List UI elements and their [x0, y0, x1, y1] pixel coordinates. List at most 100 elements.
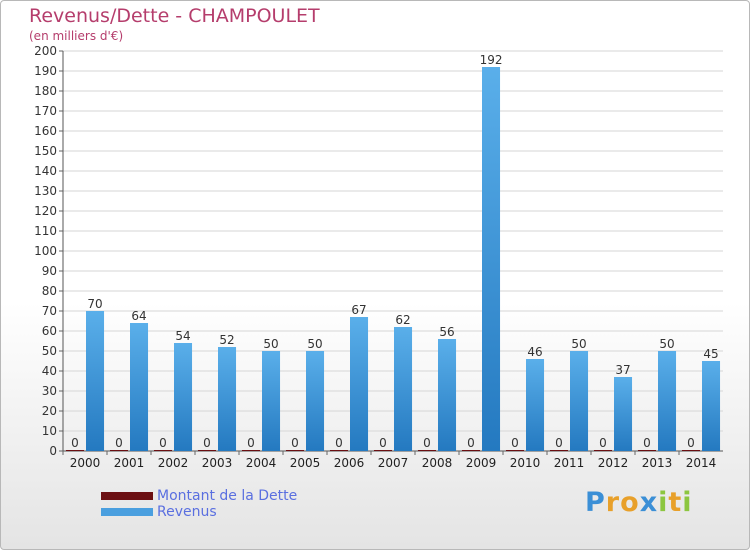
logo-letter: P: [585, 487, 606, 518]
legend: Montant de la Dette Revenus: [101, 488, 297, 520]
dette-bar: [505, 450, 524, 451]
y-tick-label: 140: [34, 164, 57, 178]
legend-item-revenus: Revenus: [101, 504, 297, 520]
dette-bar: [153, 450, 172, 451]
x-tick-label: 2012: [598, 456, 629, 470]
dette-bar: [285, 450, 304, 451]
logo-letter: o: [620, 487, 640, 518]
dette-bar: [593, 450, 612, 451]
revenus-data-label: 50: [659, 337, 674, 351]
y-tick-label: 160: [34, 124, 57, 138]
revenus-data-label: 62: [395, 313, 410, 327]
dette-data-label: 0: [643, 436, 651, 450]
y-tick-label: 30: [42, 384, 57, 398]
y-tick-label: 40: [42, 364, 57, 378]
legend-swatch-revenus: [101, 508, 153, 516]
y-tick-label: 170: [34, 104, 57, 118]
revenus-data-label: 64: [131, 309, 146, 323]
x-tick-label: 2011: [554, 456, 585, 470]
dette-bar: [549, 450, 568, 451]
x-tick-label: 2005: [290, 456, 321, 470]
revenus-data-label: 67: [351, 303, 366, 317]
revenus-data-label: 50: [263, 337, 278, 351]
x-tick-label: 2014: [686, 456, 717, 470]
grid-layer: [63, 50, 723, 432]
revenus-data-label: 54: [175, 329, 190, 343]
revenus-data-label: 50: [571, 337, 586, 351]
x-tick-label: 2007: [378, 456, 409, 470]
x-tick-label: 2004: [246, 456, 277, 470]
legend-label-dette: Montant de la Dette: [157, 488, 298, 504]
revenus-bar: [306, 351, 325, 451]
dette-data-label: 0: [291, 436, 299, 450]
revenus-data-label: 52: [219, 333, 234, 347]
dette-data-label: 0: [203, 436, 211, 450]
dette-bar: [65, 450, 84, 451]
revenus-bar: [86, 311, 105, 451]
y-tick-label: 70: [42, 304, 57, 318]
dette-data-label: 0: [247, 436, 255, 450]
dette-bar: [417, 450, 436, 451]
revenus-data-label: 50: [307, 337, 322, 351]
legend-label-revenus: Revenus: [157, 504, 217, 520]
y-tick-label: 80: [42, 284, 57, 298]
dette-bar: [329, 450, 348, 451]
x-tick-label: 2008: [422, 456, 453, 470]
x-tick-label: 2002: [158, 456, 189, 470]
y-tick-label: 190: [34, 64, 57, 78]
dette-data-label: 0: [115, 436, 123, 450]
x-tick-label: 2003: [202, 456, 233, 470]
dette-data-label: 0: [687, 436, 695, 450]
dette-bar: [241, 450, 260, 451]
revenus-data-label: 70: [87, 297, 102, 311]
dette-data-label: 0: [599, 436, 607, 450]
legend-swatch-dette: [101, 492, 153, 500]
revenus-bar: [174, 343, 193, 451]
logo-letter: r: [605, 487, 621, 518]
revenus-data-label: 192: [480, 53, 503, 67]
chart-subtitle: (en milliers d'€): [29, 29, 124, 43]
dette-data-label: 0: [555, 436, 563, 450]
dette-data-label: 0: [467, 436, 475, 450]
y-tick-label: 180: [34, 84, 57, 98]
dette-data-label: 0: [335, 436, 343, 450]
dette-bar: [373, 450, 392, 451]
dette-data-label: 0: [379, 436, 387, 450]
x-tick-label: 2013: [642, 456, 673, 470]
revenus-data-label: 46: [527, 345, 542, 359]
revenus-bar: [482, 67, 501, 451]
y-tick-label: 120: [34, 204, 57, 218]
dette-data-label: 0: [423, 436, 431, 450]
revenus-data-label: 56: [439, 325, 454, 339]
legend-item-dette: Montant de la Dette: [101, 488, 297, 504]
x-tick-label: 2000: [70, 456, 101, 470]
proxiti-logo: Proxiti: [585, 487, 693, 518]
revenus-bar: [614, 377, 633, 451]
y-tick-label: 200: [34, 44, 57, 58]
bars-layer: [65, 67, 721, 451]
revenus-bar: [702, 361, 721, 451]
y-tick-label: 60: [42, 324, 57, 338]
x-tick-label: 2006: [334, 456, 365, 470]
logo-letter: i: [658, 487, 669, 518]
revenus-bar: [526, 359, 545, 451]
revenus-bar: [262, 351, 281, 451]
y-tick-label: 110: [34, 224, 57, 238]
x-tick-label: 2009: [466, 456, 497, 470]
data-labels-layer: 0 70 0 64 0 54 0 52 0 50 0 50 0 67 0 62 0 56 0 192 0 46 0 50 0 37…: [71, 53, 719, 450]
y-tick-label: 90: [42, 264, 57, 278]
dette-bar: [109, 450, 128, 451]
logo-letter: t: [668, 487, 683, 518]
revenus-bar: [570, 351, 589, 451]
axis-layer: 0 10 20 30 40 50 60 70 80 90 100 110 120 130 140 150 160…: [34, 44, 723, 470]
y-tick-label: 10: [42, 424, 57, 438]
dette-bar: [197, 450, 216, 451]
y-tick-label: 130: [34, 184, 57, 198]
y-tick-label: 50: [42, 344, 57, 358]
chart-title: Revenus/Dette - CHAMPOULET: [29, 5, 320, 27]
dette-bar: [681, 450, 700, 451]
x-tick-label: 2001: [114, 456, 145, 470]
logo-letter: x: [639, 487, 659, 518]
